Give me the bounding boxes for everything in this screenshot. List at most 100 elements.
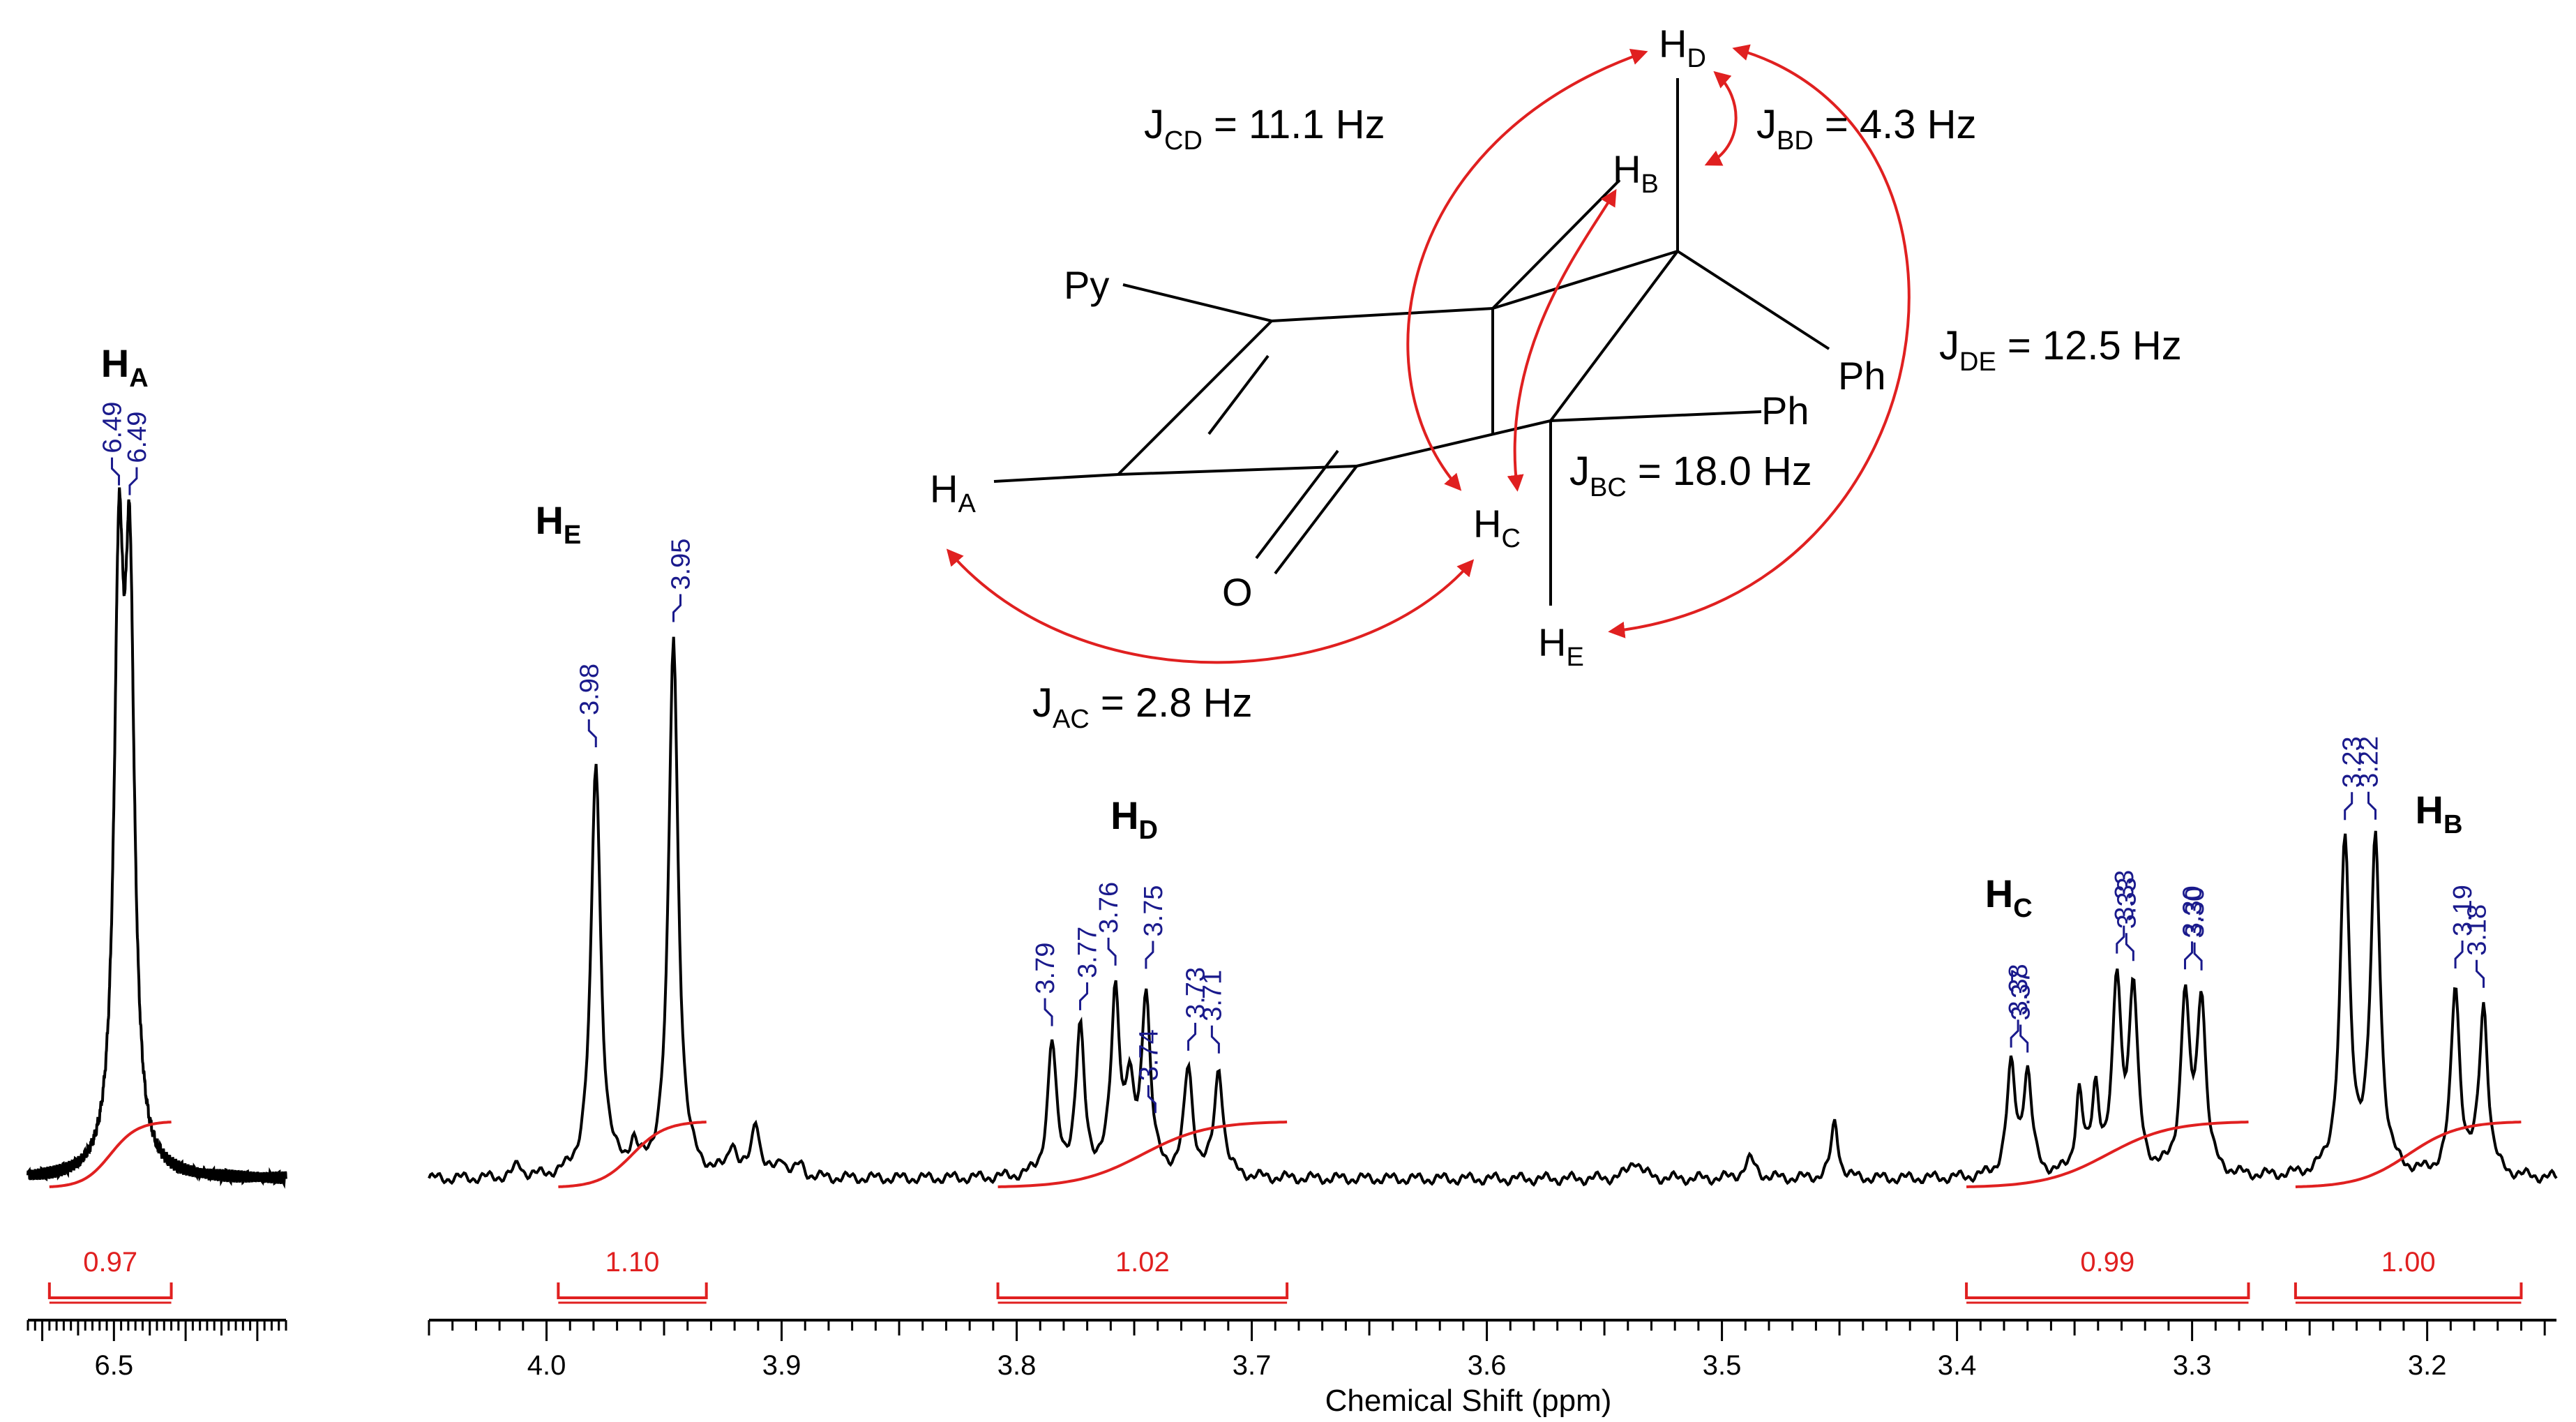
- atom-ph-right: Ph: [1838, 354, 1886, 398]
- x-tick-label: 3.3: [2173, 1350, 2212, 1381]
- bond-c2-c1-double: [1117, 320, 1273, 476]
- integral-value: 0.99: [2080, 1247, 2134, 1278]
- integral-curve: [2295, 1121, 2522, 1188]
- integral-bracket: [1965, 1282, 2250, 1299]
- peak-label-leader: [2116, 925, 2125, 954]
- atom-ha: HA: [930, 467, 976, 518]
- peak-label: 3.37: [2007, 969, 2036, 1021]
- peak-label-leader: [1044, 998, 1053, 1026]
- integral-curve: [1966, 1121, 2249, 1188]
- peak-label-leader: [2454, 941, 2464, 969]
- integral-curve: [997, 1121, 1288, 1188]
- atom-ph-lower: Ph: [1761, 389, 1809, 433]
- multiplet-label-hc: HC: [1985, 871, 2033, 923]
- panel-left: 0.97 6.5 6.496.49 HA: [27, 341, 287, 1381]
- peak-label: 3.71: [1198, 970, 1227, 1021]
- peak-label: 3.77: [1074, 927, 1103, 978]
- multiplet-label-hb: HB: [2416, 788, 2463, 839]
- peak-label: 3.18: [2463, 904, 2492, 956]
- integral-bracket: [2293, 1282, 2523, 1299]
- integral-value: 1.00: [2381, 1247, 2436, 1278]
- peak-label: 3.76: [1094, 882, 1124, 934]
- bond-py: [1122, 283, 1272, 322]
- arrow-jcd: [1406, 49, 1648, 491]
- bond-c1-carbonyl: [1117, 465, 1357, 476]
- peak-label-leader: [111, 457, 121, 486]
- peak-label: 3.75: [1139, 885, 1168, 936]
- peak-label-leader: [128, 467, 138, 495]
- spectrum-trace-right: [428, 636, 2558, 1187]
- integral-curve: [558, 1121, 707, 1188]
- integral-bracket: [996, 1282, 1289, 1299]
- atom-hc: HC: [1473, 502, 1521, 553]
- integral-bracket: [47, 1282, 173, 1299]
- peak-label: 6.49: [98, 402, 128, 454]
- integral-value: 1.10: [605, 1247, 660, 1278]
- peak-label: 3.95: [666, 539, 695, 590]
- peak-label: 3.23: [2338, 736, 2367, 788]
- peak-label-leader: [2367, 791, 2377, 820]
- x-tick-label: 3.6: [1468, 1350, 1507, 1381]
- peak-label: 3.33: [2110, 870, 2139, 922]
- peak-label: 3.98: [575, 664, 604, 715]
- peak-label: 3.74: [1134, 1029, 1163, 1081]
- peak-label: 3.19: [2448, 885, 2478, 936]
- arrow-jbc: [1507, 188, 1617, 492]
- peak-label-leader: [2184, 941, 2194, 970]
- panel-right: 1.10 1.02 0.99 1.00 4.0 3.9 3.8 3.7 3.6 3.5 3.4 3.3…: [428, 498, 2558, 1381]
- peak-label-leader: [2019, 1024, 2029, 1053]
- x-tick-label: 3.4: [1938, 1350, 1977, 1381]
- peak-label-leader: [2010, 1019, 2019, 1048]
- integral-value: 0.97: [83, 1247, 137, 1278]
- coupling-labels: JCD = 11.1 Hz JBD = 4.3 Hz JDE = 12.5 Hz…: [1032, 102, 2182, 734]
- atom-he: HE: [1538, 620, 1584, 672]
- atom-py: Py: [1064, 263, 1109, 307]
- x-tick-label: 4.0: [527, 1350, 566, 1381]
- atom-labels: HD HB Py Ph Ph HA HC O HE: [930, 22, 1886, 672]
- bond-co-2: [1255, 449, 1339, 560]
- peak-label-leader: [672, 594, 681, 622]
- integral-bracket: [557, 1282, 708, 1299]
- x-tick-label: 3.9: [762, 1350, 801, 1381]
- peak-label: 3.33: [2112, 877, 2141, 929]
- integral-curve: [49, 1121, 172, 1188]
- coupling-arrows: [946, 44, 1911, 664]
- coupling-jde: JDE = 12.5 Hz: [1939, 323, 2182, 377]
- peak-label-leader: [1145, 941, 1154, 969]
- peak-label-leader: [1079, 982, 1089, 1010]
- x-tick-label: 3.2: [2408, 1350, 2447, 1381]
- coupling-jbc: JBC = 18.0 Hz: [1569, 449, 1812, 502]
- integral-value: 1.02: [1115, 1247, 1170, 1278]
- peak-label: 3.79: [1031, 943, 1060, 994]
- bond-c4-ph: [1676, 250, 1830, 350]
- peak-label-leader: [2476, 959, 2485, 988]
- bond-c2-c3: [1271, 307, 1493, 322]
- peak-label-leader: [2344, 792, 2353, 821]
- arrow-jde: [1608, 44, 1911, 638]
- molecular-structure: [993, 78, 1830, 606]
- x-axis-title: Chemical Shift (ppm): [1325, 1384, 1612, 1418]
- x-tick-label: 3.7: [1233, 1350, 1272, 1381]
- bond-ha: [993, 473, 1119, 483]
- bond-c5-ph: [1550, 410, 1762, 422]
- arrow-jbd: [1704, 70, 1738, 166]
- x-tick-label: 3.8: [997, 1350, 1037, 1381]
- peak-label: 3.22: [2354, 736, 2383, 788]
- spectrum-trace-left: [27, 487, 287, 1189]
- peak-label-leader: [2125, 933, 2134, 961]
- peak-label: 3.30: [2178, 885, 2208, 937]
- multiplet-label-hd: HD: [1110, 793, 1158, 845]
- multiplet-label-ha: HA: [101, 341, 149, 393]
- peak-label-leader: [1147, 1085, 1157, 1114]
- peak-label: 6.49: [123, 412, 152, 463]
- atom-hb: HB: [1613, 147, 1659, 199]
- bond-c4-c5: [1549, 250, 1679, 422]
- coupling-jcd: JCD = 11.1 Hz: [1144, 102, 1385, 156]
- peak-label-leader: [1107, 937, 1117, 966]
- peak-label: 3.73: [1182, 967, 1211, 1019]
- peak-label-leader: [587, 719, 597, 747]
- peak-label: 3.38: [2004, 964, 2033, 1015]
- bond-c2-c1-double-inner: [1207, 354, 1270, 435]
- x-tick-label: 3.5: [1703, 1350, 1742, 1381]
